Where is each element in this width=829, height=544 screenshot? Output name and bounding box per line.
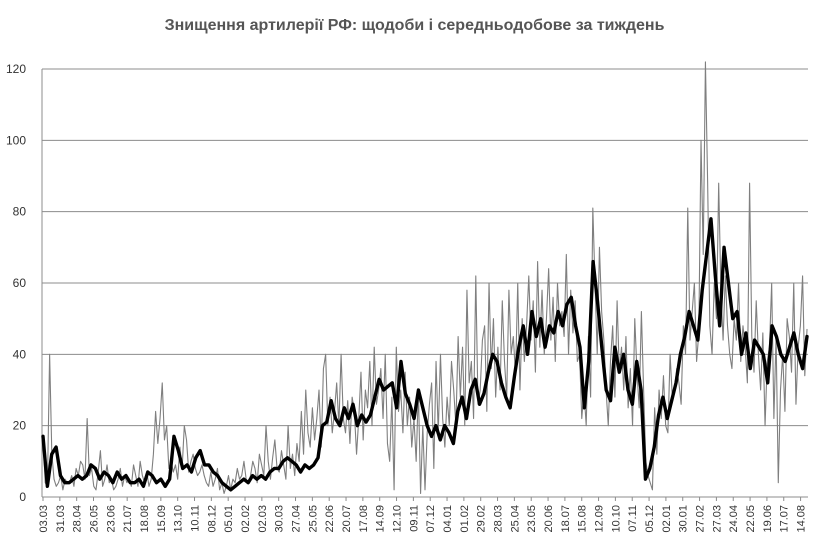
x-tick-label: 23.05 — [526, 505, 538, 533]
y-tick-label: 40 — [13, 347, 27, 361]
x-tick-label: 21.07 — [122, 505, 134, 533]
x-axis: 03.03 31.03 28.04 26.05 23.06 21.07 18.08 15.09… — [38, 496, 808, 533]
x-tick-label: 25.05 — [307, 505, 319, 533]
y-tick-label: 0 — [19, 490, 26, 504]
gridlines — [42, 68, 808, 427]
x-tick-label: 30.01 — [678, 505, 690, 533]
x-tick-label: 27.03 — [711, 505, 723, 533]
x-tick-label: 12.09 — [594, 505, 606, 533]
x-tick-label: 17.08 — [358, 505, 370, 533]
x-tick-label: 02.03 — [257, 505, 269, 533]
x-tick-label: 27.02 — [695, 505, 707, 533]
x-tick-label: 05.12 — [644, 505, 656, 533]
x-tick-label: 12.10 — [392, 505, 404, 533]
x-tick-label: 07.11 — [627, 505, 639, 532]
x-tick-label: 23.06 — [105, 505, 117, 533]
y-tick-label: 120 — [6, 62, 26, 76]
x-tick-label: 18.08 — [139, 505, 151, 533]
x-tick-label: 13.10 — [173, 505, 185, 533]
x-tick-label: 09.11 — [408, 505, 420, 532]
x-tick-label: 03.03 — [38, 505, 50, 533]
x-tick-label: 10.10 — [610, 505, 622, 533]
x-tick-label: 24.04 — [728, 505, 740, 533]
series-line-weekly-average — [41, 217, 809, 492]
x-tick-label: 29.02 — [476, 505, 488, 533]
x-tick-label: 30.03 — [274, 505, 286, 533]
x-tick-label: 20.06 — [543, 505, 555, 533]
x-tick-label: 19.06 — [762, 505, 774, 533]
x-tick-label: 31.03 — [55, 505, 67, 533]
x-tick-label: 28.03 — [493, 505, 505, 533]
x-tick-label: 27.04 — [291, 505, 303, 533]
y-tick-label: 80 — [13, 205, 27, 219]
x-tick-label: 15.09 — [156, 505, 168, 533]
y-axis: 0 20 40 60 80 100 120 — [6, 62, 43, 504]
x-tick-label: 26.05 — [89, 505, 101, 533]
x-tick-label: 10.11 — [190, 505, 202, 532]
x-tick-label: 02.02 — [240, 505, 252, 533]
series-line-daily — [42, 61, 808, 494]
x-tick-label: 15.08 — [577, 505, 589, 533]
x-tick-label: 25.04 — [509, 505, 521, 533]
series-layer — [41, 61, 809, 494]
x-tick-label: 14.09 — [375, 505, 387, 533]
x-tick-label: 07.12 — [425, 505, 437, 533]
x-tick-label: 14.08 — [796, 505, 808, 533]
x-tick-label: 01.02 — [459, 505, 471, 533]
x-tick-label: 20.07 — [341, 505, 353, 533]
y-tick-label: 20 — [13, 419, 27, 433]
x-tick-label: 08.12 — [206, 505, 218, 533]
x-tick-label: 22.05 — [745, 505, 757, 533]
x-tick-label: 04.01 — [442, 505, 454, 533]
y-tick-label: 100 — [6, 133, 26, 147]
x-tick-label: 18.07 — [560, 505, 572, 533]
chart-title: Знищення артилерії РФ: щодоби і середньо… — [164, 17, 665, 34]
x-tick-label: 05.01 — [223, 505, 235, 533]
x-tick-label: 22.06 — [324, 505, 336, 533]
x-tick-label: 28.04 — [72, 505, 84, 533]
y-tick-label: 60 — [13, 276, 27, 290]
x-tick-label: 17.07 — [779, 505, 791, 533]
x-tick-label: 02.01 — [661, 505, 673, 533]
